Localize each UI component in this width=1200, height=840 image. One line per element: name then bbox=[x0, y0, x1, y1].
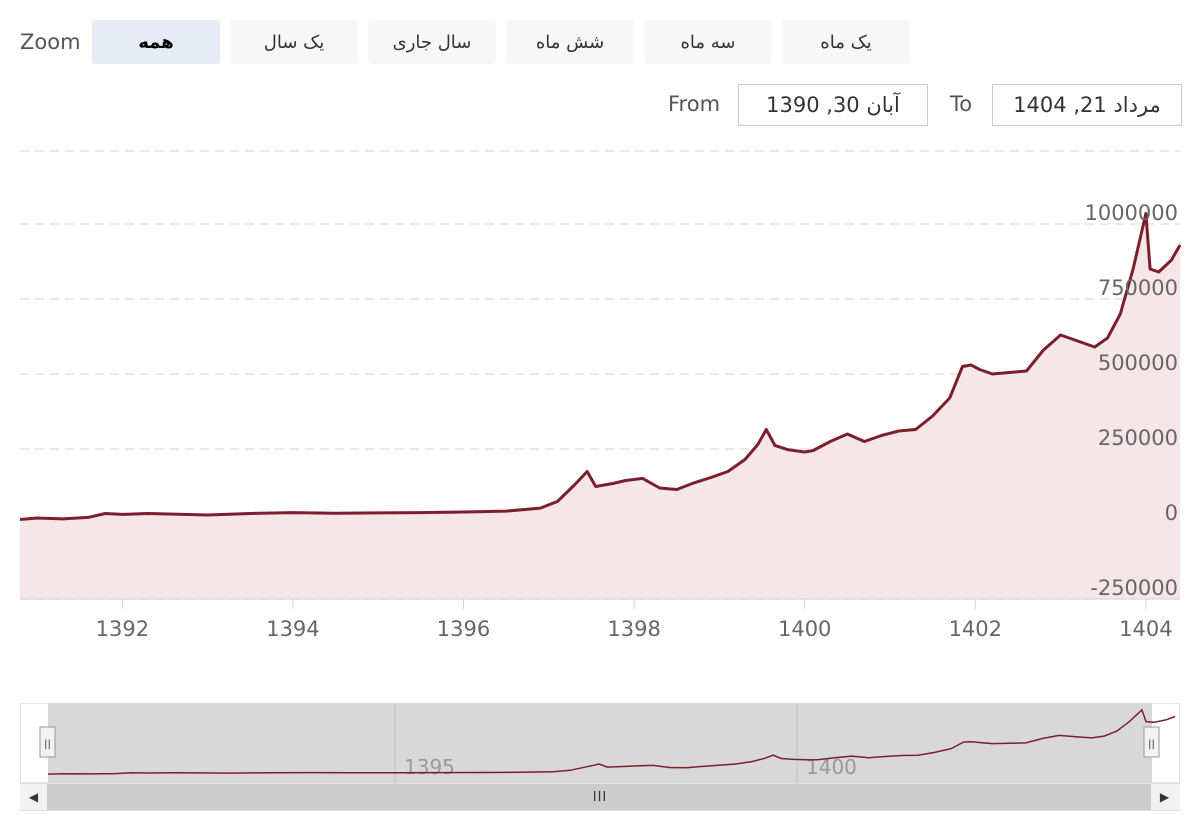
navigator-mask[interactable] bbox=[48, 703, 1152, 783]
y-tick-label: 250000 bbox=[1098, 426, 1178, 450]
y-tick-label: 0 bbox=[1165, 501, 1178, 525]
x-tick-label: 1402 bbox=[949, 617, 1002, 641]
navigator[interactable]: 1395 1400 || || bbox=[20, 703, 1180, 783]
from-date-input[interactable]: آبان 30, 1390 bbox=[738, 84, 928, 126]
x-tick-label: 1400 bbox=[778, 617, 831, 641]
price-area-chart[interactable]: -250000 0 250000 500000 750000 1000000 1392 13… bbox=[0, 0, 1200, 680]
series-line[interactable] bbox=[19, 212, 1182, 521]
x-tick-label: 1394 bbox=[266, 617, 319, 641]
scrollbar-thumb[interactable]: III bbox=[47, 784, 1153, 810]
to-date-input[interactable]: مرداد 21, 1404 bbox=[992, 84, 1182, 126]
scrollbar-right-arrow[interactable]: ▶ bbox=[1151, 784, 1178, 810]
y-tick-label: 750000 bbox=[1098, 276, 1178, 300]
x-tick-label: 1398 bbox=[607, 617, 660, 641]
to-label: To bbox=[950, 92, 973, 116]
x-tick-label: 1396 bbox=[437, 617, 490, 641]
series-area-fill bbox=[20, 213, 1180, 599]
navigator-series-line bbox=[47, 708, 1176, 775]
x-tick-label: 1392 bbox=[96, 617, 149, 641]
navigator-right-handle[interactable]: || bbox=[1143, 726, 1160, 758]
navigator-tick-1395: 1395 bbox=[404, 755, 455, 779]
zoom-ytd-button[interactable]: سال جاری bbox=[368, 20, 496, 64]
y-tick-label: 1000000 bbox=[1084, 201, 1178, 225]
zoom-all-button[interactable]: همه bbox=[92, 20, 220, 64]
zoom-6months-button[interactable]: شش ماه bbox=[506, 20, 634, 64]
from-label: From bbox=[668, 92, 721, 116]
navigator-left-handle-glyph: || bbox=[44, 739, 51, 750]
zoom-1year-button[interactable]: یک سال bbox=[230, 20, 358, 64]
navigator-right-handle-glyph: || bbox=[1148, 739, 1155, 750]
navigator-tick-1400: 1400 bbox=[806, 755, 857, 779]
zoom-label: Zoom bbox=[20, 30, 81, 54]
zoom-1month-button[interactable]: یک ماه bbox=[782, 20, 910, 64]
scrollbar-left-arrow[interactable]: ◀ bbox=[20, 784, 47, 810]
navigator-left-handle[interactable]: || bbox=[39, 726, 56, 758]
x-tick-label: 1404 bbox=[1119, 617, 1172, 641]
zoom-3months-button[interactable]: سه ماه bbox=[644, 20, 772, 64]
y-tick-label: -250000 bbox=[1090, 576, 1178, 600]
navigator-scrollbar[interactable]: ◀ III ▶ bbox=[20, 783, 1180, 811]
y-tick-label: 500000 bbox=[1098, 351, 1178, 375]
